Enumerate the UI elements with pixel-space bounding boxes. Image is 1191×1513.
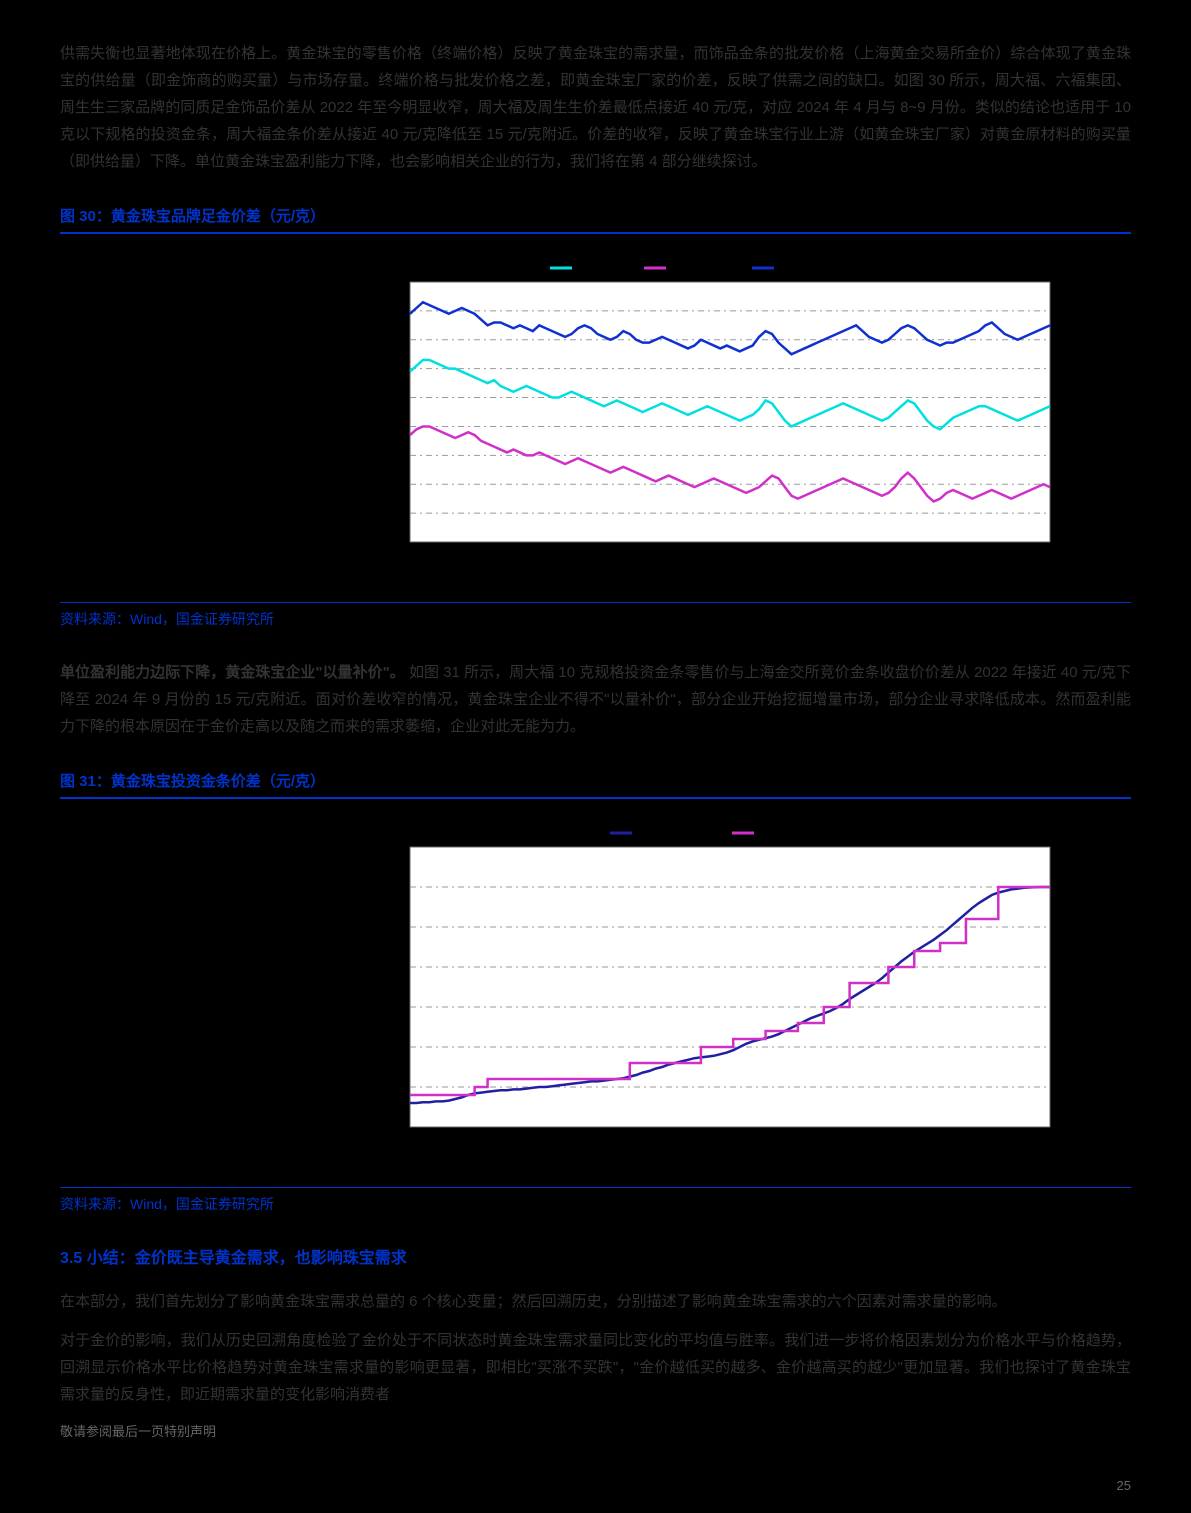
svg-text:25: 25	[391, 1000, 405, 1014]
mid-body-text: 单位盈利能力边际下降，黄金珠宝企业"以量补价"。 如图 31 所示，周大福 10…	[60, 659, 1131, 740]
svg-text:周生生: 周生生	[780, 261, 816, 275]
svg-text:45: 45	[391, 840, 405, 854]
svg-text:40: 40	[391, 880, 405, 894]
svg-text:15: 15	[391, 1080, 405, 1094]
figure-30-title: 图 30：黄金珠宝品牌足金价差（元/克）	[60, 205, 1131, 234]
figure-31-svg: 1015202530354045元/克2022-01-012022-03-012…	[360, 817, 1060, 1177]
figure-31-source: 资料来源：Wind，国金证券研究所	[60, 1187, 1131, 1214]
mid-body-block: 单位盈利能力边际下降，黄金珠宝企业"以量补价"。 如图 31 所示，周大福 10…	[60, 659, 1131, 740]
mid-body-prefix: 单位盈利能力边际下降，黄金珠宝企业"以量补价"。	[60, 664, 405, 681]
svg-text:85: 85	[391, 362, 405, 376]
svg-text:65: 65	[391, 419, 405, 433]
svg-text:35: 35	[391, 506, 405, 520]
svg-text:上期所黄金: 上期所黄金	[760, 825, 820, 840]
conclusion-title: 3.5 小结：金价既主导黄金需求，也影响珠宝需求	[60, 1244, 1131, 1268]
figure-30-block: 图 30：黄金珠宝品牌足金价差（元/克） 2535455565758595105…	[60, 205, 1131, 629]
figure-30-chart: 2535455565758595105115元/克2022-01-012022-…	[360, 252, 1131, 592]
svg-text:元/克: 元/克	[363, 398, 377, 425]
intro-text: 供需失衡也显著地体现在价格上。黄金珠宝的零售价格（终端价格）反映了黄金珠宝的需求…	[60, 40, 1131, 175]
svg-text:元/克: 元/克	[363, 973, 377, 1000]
svg-text:30: 30	[391, 960, 405, 974]
svg-text:周大福价差: 周大福价差	[638, 825, 698, 840]
conclusion-block: 3.5 小结：金价既主导黄金需求，也影响珠宝需求 在本部分，我们首先划分了影响黄…	[60, 1244, 1131, 1443]
svg-text:95: 95	[391, 333, 405, 347]
svg-text:55: 55	[391, 448, 405, 462]
svg-text:35: 35	[391, 920, 405, 934]
svg-text:2024-05-01: 2024-05-01	[996, 545, 1052, 592]
svg-text:75: 75	[391, 391, 405, 405]
svg-text:115: 115	[385, 275, 404, 289]
svg-text:20: 20	[391, 1040, 405, 1054]
figure-30-svg: 2535455565758595105115元/克2022-01-012022-…	[360, 252, 1060, 592]
figure-31-block: 图 31：黄金珠宝投资金条价差（元/克） 1015202530354045元/克…	[60, 770, 1131, 1214]
disclaimer: 敬请参阅最后一页特别声明	[60, 1420, 1131, 1443]
svg-text:周大福: 周大福	[578, 260, 614, 275]
svg-text:2024-05-01: 2024-05-01	[996, 1130, 1052, 1177]
svg-text:六福集团: 六福集团	[672, 260, 720, 275]
page-number: 25	[1117, 1478, 1131, 1493]
svg-text:105: 105	[384, 304, 404, 318]
conclusion-p2: 对于金价的影响，我们从历史回溯角度检验了金价处于不同状态时黄金珠宝需求量同比变化…	[60, 1327, 1131, 1408]
figure-30-source: 资料来源：Wind，国金证券研究所	[60, 602, 1131, 629]
figure-31-title: 图 31：黄金珠宝投资金条价差（元/克）	[60, 770, 1131, 799]
svg-text:45: 45	[391, 477, 405, 491]
figure-31-chart: 1015202530354045元/克2022-01-012022-03-012…	[360, 817, 1131, 1177]
page-root: 供需失衡也显著地体现在价格上。黄金珠宝的零售价格（终端价格）反映了黄金珠宝的需求…	[0, 0, 1191, 1513]
conclusion-p1: 在本部分，我们首先划分了影响黄金珠宝需求总量的 6 个核心变量；然后回溯历史，分…	[60, 1288, 1131, 1315]
intro-block: 供需失衡也显著地体现在价格上。黄金珠宝的零售价格（终端价格）反映了黄金珠宝的需求…	[60, 40, 1131, 175]
